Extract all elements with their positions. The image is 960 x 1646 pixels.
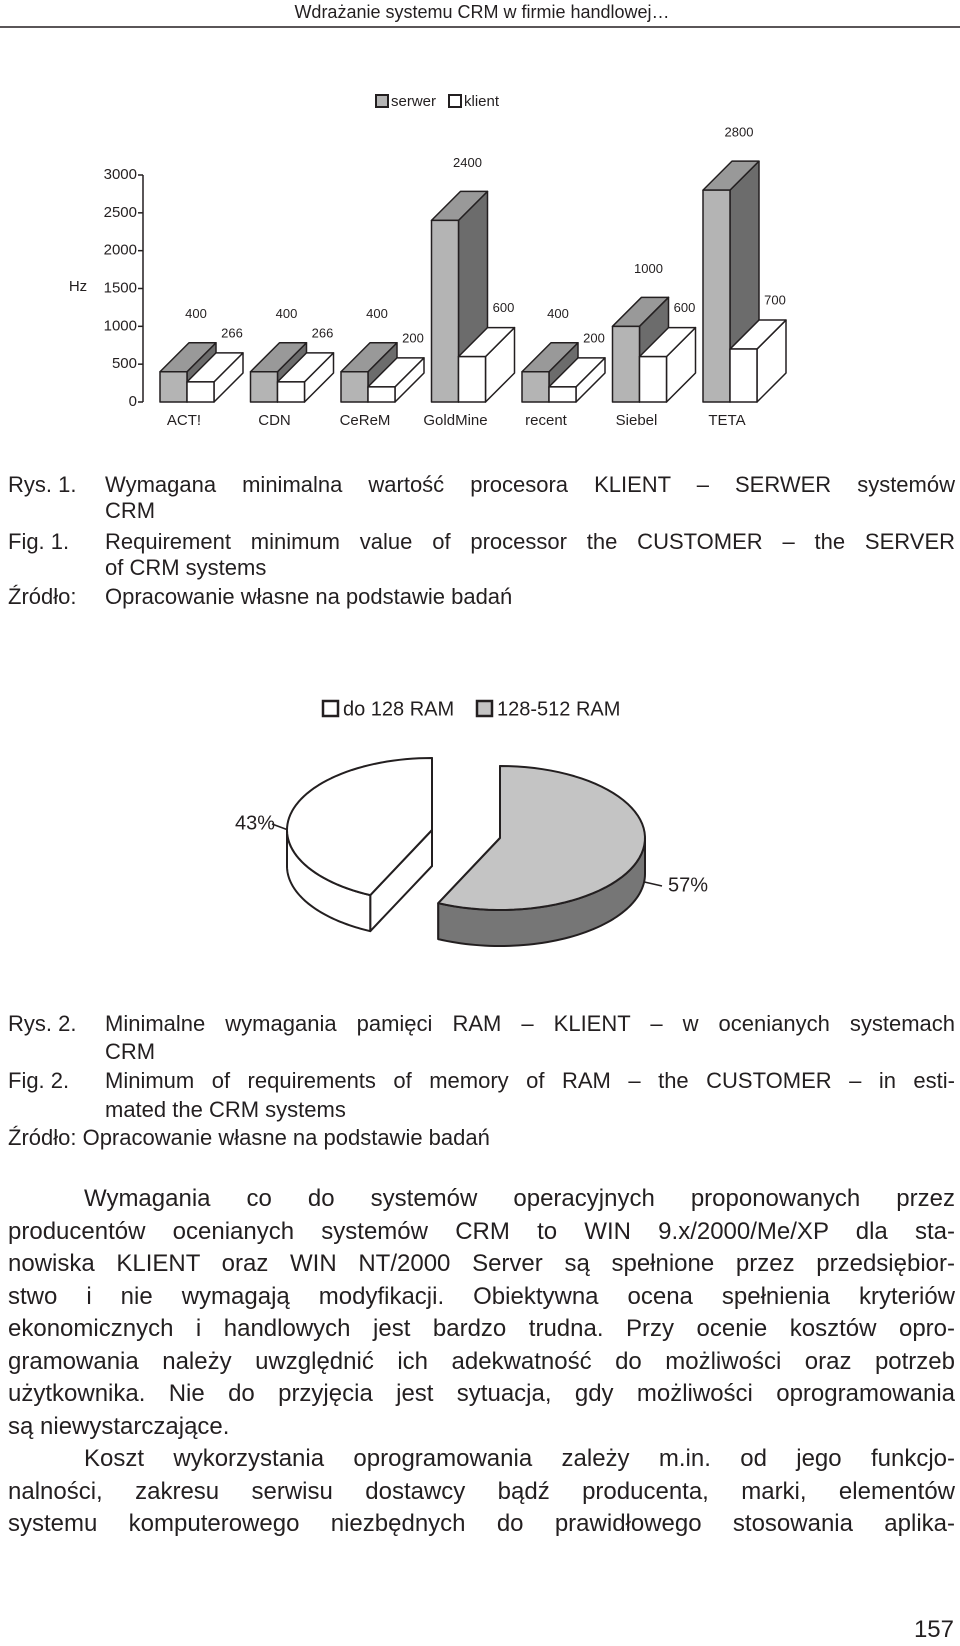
bar bbox=[367, 357, 425, 403]
data-label: 400 bbox=[366, 306, 388, 321]
caption-line: Minimalne wymagania pamięci RAM – KLIENT… bbox=[105, 1011, 955, 1036]
caption-label: Fig. 1. bbox=[8, 529, 70, 554]
caption-line: of CRM systems bbox=[105, 555, 267, 580]
x-tick-label: TETA bbox=[708, 412, 745, 429]
x-tick-label: Siebel bbox=[616, 412, 658, 429]
legend-label: serwer bbox=[391, 93, 436, 110]
body-line: są niewystarczające. bbox=[8, 1412, 230, 1440]
legend-swatch bbox=[475, 699, 494, 718]
bar-front bbox=[430, 219, 460, 403]
y-tick-label: 2000 bbox=[104, 242, 137, 259]
bar-front bbox=[249, 370, 279, 403]
data-label: 400 bbox=[185, 306, 207, 321]
data-label: 400 bbox=[547, 306, 569, 321]
page-number: 157 bbox=[913, 1616, 954, 1643]
caption-line: CRM bbox=[105, 1039, 156, 1064]
bar-front bbox=[702, 189, 731, 403]
data-label: 266 bbox=[312, 325, 334, 340]
y-tick-label: 0 bbox=[129, 393, 137, 410]
y-tick-label: 1000 bbox=[104, 317, 137, 334]
caption-source: Źródło: Opracowanie własne na podstawie … bbox=[8, 1125, 490, 1150]
bar bbox=[457, 326, 516, 403]
body-line: producentów ocenianych systemów CRM to W… bbox=[8, 1217, 955, 1245]
slice-top bbox=[286, 757, 433, 897]
caption-line: Minimum of requirements of memory of RAM… bbox=[105, 1068, 955, 1093]
data-label: 700 bbox=[764, 292, 786, 307]
bar-front bbox=[159, 370, 188, 403]
data-label: 200 bbox=[583, 330, 605, 345]
body-line: ekonomicznych i handlowych jest bardzo t… bbox=[8, 1315, 955, 1342]
data-label: 2800 bbox=[725, 125, 754, 140]
y-tick-label: 3000 bbox=[104, 166, 137, 183]
bar bbox=[638, 326, 697, 403]
caption-label: Rys. 2. bbox=[8, 1011, 77, 1036]
caption-line: Requirement minimum value of processor t… bbox=[105, 529, 955, 554]
body-line: nalności, zakresu serwisu dostawcy bądź … bbox=[8, 1477, 955, 1505]
bar-front bbox=[548, 386, 577, 403]
y-tick-label: 500 bbox=[112, 355, 137, 372]
data-label: 266 bbox=[221, 325, 243, 340]
legend-label: do 128 RAM bbox=[343, 698, 454, 720]
x-tick-label: recent bbox=[525, 412, 568, 429]
body-line: stwo i nie wymagają modyfikacji. Obiekty… bbox=[8, 1282, 955, 1310]
body-line: gramowania należy uwzględnić ich adekwat… bbox=[8, 1347, 955, 1375]
data-label: 600 bbox=[493, 300, 515, 315]
data-label: 400 bbox=[276, 306, 298, 321]
y-axis-label: Hz bbox=[69, 278, 87, 295]
data-label: 200 bbox=[402, 330, 424, 345]
body-line: Koszt wykorzystania oprogramowania zależ… bbox=[84, 1445, 955, 1472]
bar bbox=[548, 357, 606, 403]
bar bbox=[276, 352, 335, 403]
bar bbox=[186, 352, 244, 403]
bar-front bbox=[340, 370, 369, 403]
data-label: 57% bbox=[668, 874, 708, 896]
bar-front bbox=[367, 386, 396, 403]
x-tick-label: GoldMine bbox=[423, 412, 487, 429]
caption-label: Fig. 2. bbox=[8, 1068, 70, 1093]
body-line: nowiska KLIENT oraz WIN NT/2000 Server s… bbox=[8, 1250, 955, 1277]
running-header: Wdrażanie systemu CRM w firmie handlowej… bbox=[294, 2, 669, 22]
legend-label: 128-512 RAM bbox=[497, 698, 620, 720]
legend-swatch bbox=[321, 699, 340, 718]
data-label: 43% bbox=[235, 812, 275, 834]
caption-line: Wymagana minimalna wartość procesora KLI… bbox=[105, 472, 955, 497]
bar-front bbox=[276, 381, 306, 403]
caption-label: Rys. 1. bbox=[8, 472, 77, 497]
pie-slice bbox=[286, 757, 433, 933]
body-line: Wymagania co do systemów operacyjnych pr… bbox=[84, 1185, 955, 1212]
legend-label: klient bbox=[464, 93, 500, 110]
caption-line: Opracowanie własne na podstawie badań bbox=[105, 584, 513, 609]
caption-line: CRM bbox=[105, 498, 156, 523]
bar-front bbox=[611, 325, 641, 403]
data-label: 1000 bbox=[634, 261, 663, 276]
bar-front bbox=[186, 381, 215, 403]
bar-front bbox=[457, 355, 487, 403]
body-line: systemu komputerowego niezbędnych do pra… bbox=[8, 1510, 955, 1537]
bar-front bbox=[638, 355, 668, 403]
slice-top bbox=[437, 765, 646, 911]
x-tick-label: CDN bbox=[258, 412, 291, 429]
x-tick-label: CeReM bbox=[340, 412, 391, 429]
legend-swatch bbox=[375, 94, 389, 108]
caption-line: mated the CRM systems bbox=[105, 1097, 346, 1122]
y-tick-label: 2500 bbox=[104, 204, 137, 221]
body-line: użytkownika. Nie do przyjęcia jest sytua… bbox=[8, 1380, 955, 1407]
pie-slice bbox=[437, 765, 646, 947]
bar bbox=[729, 319, 787, 403]
data-label: 2400 bbox=[453, 155, 482, 170]
bar-front bbox=[729, 348, 758, 403]
legend-swatch bbox=[448, 94, 462, 108]
bar-front bbox=[521, 370, 550, 403]
data-label: 600 bbox=[674, 300, 696, 315]
y-tick-label: 1500 bbox=[104, 279, 137, 296]
caption-label: Źródło: bbox=[8, 584, 77, 609]
x-tick-label: ACT! bbox=[167, 412, 201, 429]
